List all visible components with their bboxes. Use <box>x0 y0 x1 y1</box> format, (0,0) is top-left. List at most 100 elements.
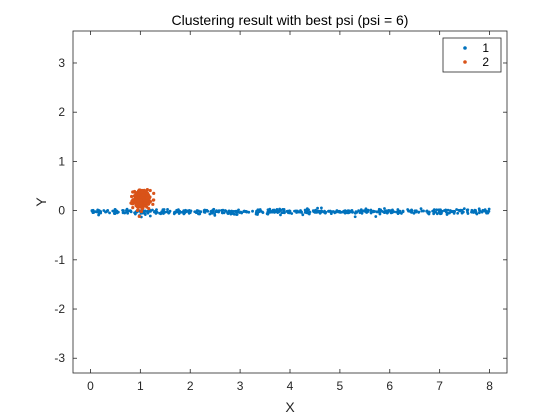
x-tick-label: 4 <box>287 379 294 393</box>
series-1-point <box>365 210 369 214</box>
series-1-point <box>360 211 364 215</box>
series-1-point <box>312 210 316 214</box>
series-2-point <box>146 202 151 206</box>
y-tick-label: 2 <box>58 105 65 119</box>
series-1-point <box>243 210 247 213</box>
series-1-point <box>185 210 189 213</box>
series-1-point <box>227 210 231 214</box>
series-1-point <box>288 209 292 213</box>
series-1-point <box>178 209 182 213</box>
series-2-point <box>145 205 149 209</box>
series-1-point <box>303 210 307 214</box>
series-1-point <box>343 210 346 213</box>
series-1-point <box>394 210 398 214</box>
series-2-point <box>151 198 155 202</box>
series-1-point <box>92 211 96 214</box>
series-1-point <box>155 210 159 214</box>
x-tick-label: 6 <box>386 379 393 393</box>
series-1-point <box>314 208 317 212</box>
series-1-point <box>372 210 375 214</box>
series-2-point <box>138 204 143 208</box>
series-2-point <box>129 194 134 199</box>
series-2-point <box>134 191 138 195</box>
series-1-point <box>116 210 120 214</box>
series-2-point <box>138 191 142 195</box>
series-1-point <box>425 209 429 213</box>
series-1-point <box>366 208 370 212</box>
x-tick-label: 0 <box>87 379 94 393</box>
series-1-point <box>377 209 381 212</box>
series-1-point <box>102 209 106 212</box>
series-1-point <box>435 208 439 212</box>
series-1-point <box>460 211 464 215</box>
series-1-point <box>235 213 238 216</box>
series-2-point <box>139 209 143 214</box>
series-2-point <box>136 199 141 204</box>
series-1-point <box>258 210 261 214</box>
series-1-point <box>273 211 277 214</box>
series-1-point <box>151 208 154 212</box>
series-1-point <box>97 209 101 212</box>
series-1-point <box>300 211 303 214</box>
x-axis-label: X <box>285 399 295 415</box>
series-1-point <box>462 207 466 211</box>
series-1-point <box>380 209 384 213</box>
series-1-point <box>446 208 450 212</box>
series-1-point <box>419 207 423 211</box>
series-1-point <box>220 209 223 212</box>
series-1-point <box>143 213 147 216</box>
series-1-point <box>324 210 328 214</box>
series-2-point <box>141 193 145 197</box>
series-1-point <box>213 212 217 216</box>
series-1-point <box>375 210 379 214</box>
series-1-point <box>303 208 307 212</box>
series-1-point <box>108 211 111 215</box>
series-2-point <box>135 202 139 206</box>
series-1-point <box>148 214 152 218</box>
series-1-point <box>470 208 474 212</box>
series-1-point <box>458 209 462 213</box>
series-1-point <box>406 208 410 211</box>
series-1-point <box>251 209 254 213</box>
series-1-point <box>438 212 442 216</box>
series-1-point <box>122 209 125 212</box>
series-1-point <box>445 212 449 215</box>
series-1-point <box>359 208 363 212</box>
series-1-point <box>392 210 396 214</box>
series-2-point <box>137 188 141 192</box>
series-1-point <box>165 210 169 214</box>
series-2-point <box>143 201 147 205</box>
series-1-point <box>354 210 358 214</box>
series-1-point <box>211 209 215 213</box>
series-1-point <box>279 208 283 212</box>
series-1-point <box>374 215 378 218</box>
series-1-point <box>202 209 206 212</box>
series-1-point <box>113 208 117 211</box>
series-1-point <box>456 211 460 215</box>
series-1-point <box>240 211 244 215</box>
series-1-point <box>146 211 150 215</box>
series-1-point <box>282 209 286 213</box>
series-2-point <box>145 188 149 192</box>
series-1-point <box>198 212 202 216</box>
legend-marker <box>463 46 467 50</box>
series-1-point <box>387 208 391 212</box>
series-1-point <box>266 208 270 212</box>
series-1-point <box>290 212 294 215</box>
series-1-point <box>417 211 421 214</box>
series-1-point <box>285 209 289 213</box>
y-axis-label: Y <box>33 197 49 207</box>
series-1-point <box>383 207 386 210</box>
series-1-point <box>485 209 489 213</box>
series-2-point <box>145 191 149 195</box>
series-1-point <box>333 211 337 215</box>
x-tick-label: 2 <box>187 379 194 393</box>
series-2-point <box>140 190 144 194</box>
series-2-point <box>152 191 156 195</box>
series-1-point <box>215 209 218 213</box>
series-1-point <box>305 207 309 211</box>
series-1-point <box>474 208 477 212</box>
series-1-point <box>301 213 305 217</box>
